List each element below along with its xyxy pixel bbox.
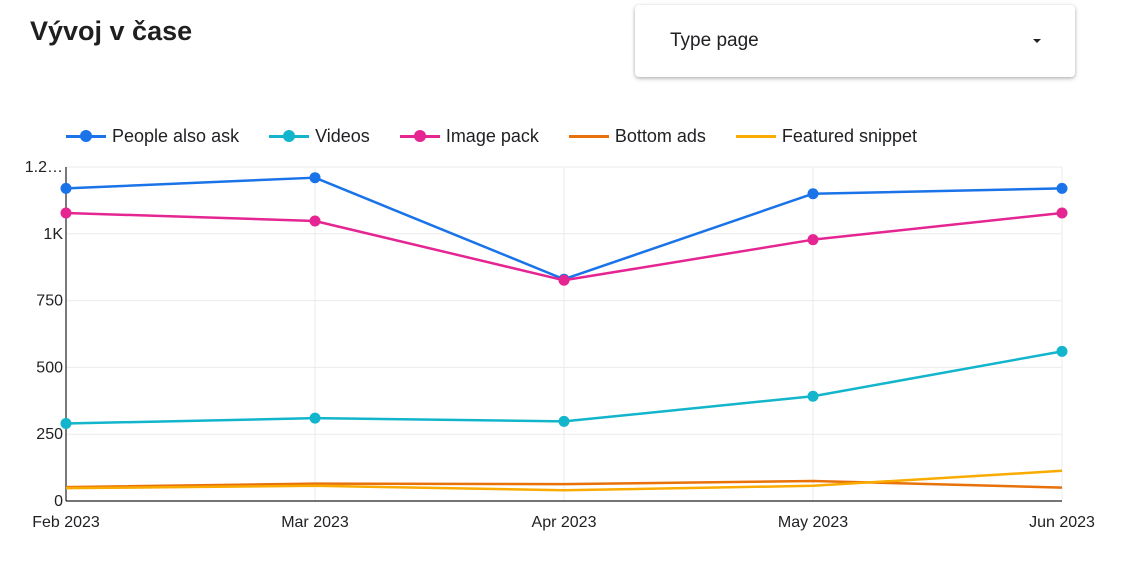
x-tick-label: Apr 2023: [532, 514, 597, 531]
legend-swatch: [66, 130, 106, 142]
y-tick-label: 750: [36, 293, 63, 310]
series-line-bottom-ads: [65, 479, 1063, 489]
chart-legend: People also ask Videos Image pack Bottom ad…: [66, 124, 947, 148]
data-point: [558, 415, 570, 427]
y-tick-label: 0: [54, 493, 63, 510]
series-featured-snippet: [65, 469, 1063, 492]
data-point: [60, 207, 72, 219]
legend-label: People also ask: [112, 125, 240, 146]
legend-label: Videos: [315, 125, 370, 146]
y-tick-label: 250: [36, 426, 63, 443]
data-point: [807, 188, 819, 200]
series-videos: [60, 345, 1068, 430]
data-point: [309, 412, 321, 424]
x-tick-label: Mar 2023: [281, 514, 349, 531]
data-point: [558, 274, 570, 286]
legend-item-people-also-ask[interactable]: People also ask: [66, 126, 239, 147]
data-point: [60, 182, 72, 194]
chart-title: Vývoj v čase: [30, 16, 193, 46]
y-tick-label: 1K: [43, 226, 63, 243]
legend-label: Image pack: [445, 125, 539, 146]
legend-item-featured-snippet[interactable]: Featured snippet: [735, 125, 918, 147]
legend-label: Featured snippet: [781, 125, 918, 146]
data-point: [309, 215, 321, 227]
legend-swatch: [269, 130, 310, 142]
dropdown-label: Type page: [670, 30, 759, 51]
legend-item-image-pack[interactable]: Image pack: [399, 125, 539, 147]
type-page-dropdown[interactable]: Type page: [635, 5, 1075, 77]
x-tick-label: Jun 2023: [1029, 514, 1095, 531]
legend-item-bottom-ads[interactable]: Bottom ads: [568, 125, 706, 147]
series-line-featured-snippet: [65, 469, 1063, 492]
series-bottom-ads: [65, 479, 1063, 489]
y-tick-label: 1.2…: [25, 159, 63, 176]
caret-down-icon[interactable]: [1033, 39, 1041, 43]
data-point: [1056, 182, 1068, 194]
data-point: [60, 418, 72, 430]
y-tick-label: 500: [36, 359, 63, 376]
legend-swatch: [568, 130, 609, 142]
x-tick-label: Feb 2023: [32, 514, 100, 531]
data-point: [309, 172, 321, 184]
legend-swatch: [399, 130, 440, 142]
legend-label: Bottom ads: [614, 125, 706, 146]
data-point: [1056, 345, 1068, 357]
data-point: [1056, 207, 1068, 219]
legend-item-videos[interactable]: Videos: [269, 126, 370, 147]
x-tick-label: May 2023: [778, 514, 848, 531]
data-point: [807, 234, 819, 246]
series-image-pack: [60, 207, 1068, 286]
legend-swatch: [735, 130, 776, 142]
data-point: [807, 390, 819, 402]
